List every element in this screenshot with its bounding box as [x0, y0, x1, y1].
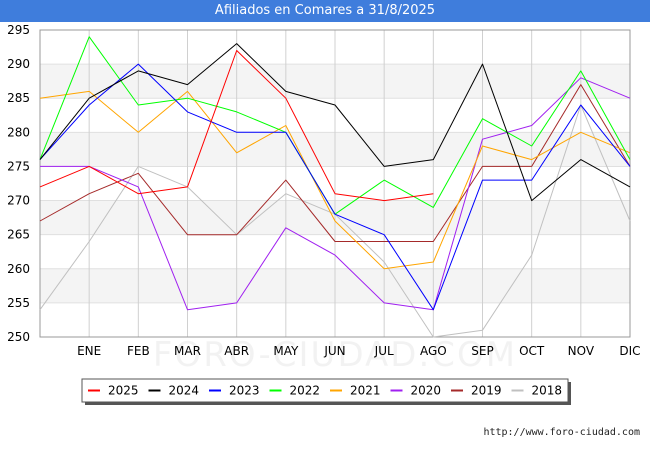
series-line-2020: [40, 77, 631, 311]
legend-label-2021: 2021: [350, 384, 381, 398]
legend-label-2020: 2020: [411, 384, 442, 398]
x-tick-label: JUL: [374, 344, 394, 358]
x-tick-label: DIC: [619, 344, 640, 358]
chart-title: Afiliados en Comares a 31/8/2025: [214, 3, 436, 18]
legend-label-2018: 2018: [532, 384, 563, 398]
series-line-2019: [39, 84, 631, 242]
x-tick-label: OCT: [519, 344, 545, 358]
x-tick-label: AGO: [420, 344, 447, 358]
title-bar: [0, 0, 650, 22]
legend-label-2024: 2024: [169, 384, 200, 398]
x-tick-label: JUN: [323, 344, 345, 358]
legend-label-2025: 2025: [108, 384, 139, 398]
y-tick-label: 285: [7, 91, 30, 105]
x-tick-label: FEB: [127, 344, 150, 358]
x-tick-label: ENE: [77, 344, 101, 358]
y-tick-label: 255: [7, 296, 30, 310]
watermark: FORO-CIUDAD.COM: [153, 335, 517, 375]
legend-label-2023: 2023: [229, 384, 260, 398]
legend-label-2019: 2019: [471, 384, 502, 398]
legend-label-2022: 2022: [290, 384, 321, 398]
y-tick-label: 290: [7, 57, 30, 71]
x-tick-label: MAR: [174, 344, 201, 358]
y-tick-label: 250: [7, 330, 30, 344]
y-tick-label: 260: [7, 262, 30, 276]
x-tick-label: NOV: [568, 344, 595, 358]
series-line-2024: [39, 43, 631, 202]
y-tick-label: 265: [7, 228, 30, 242]
x-tick-label: ABR: [224, 344, 249, 358]
series-line-2023: [39, 63, 631, 311]
x-tick-label: SEP: [471, 344, 493, 358]
series-line-2021: [39, 90, 631, 270]
footer-url: http://www.foro-ciudad.com: [483, 427, 640, 438]
series-line-2025: [39, 50, 434, 202]
y-tick-label: 280: [7, 125, 30, 139]
y-tick-label: 270: [7, 194, 30, 208]
y-tick-label: 295: [7, 23, 30, 37]
plot-frame: [39, 29, 631, 338]
y-tick-label: 275: [7, 159, 30, 173]
legend-box: [81, 378, 569, 403]
x-tick-label: MAY: [273, 344, 299, 358]
